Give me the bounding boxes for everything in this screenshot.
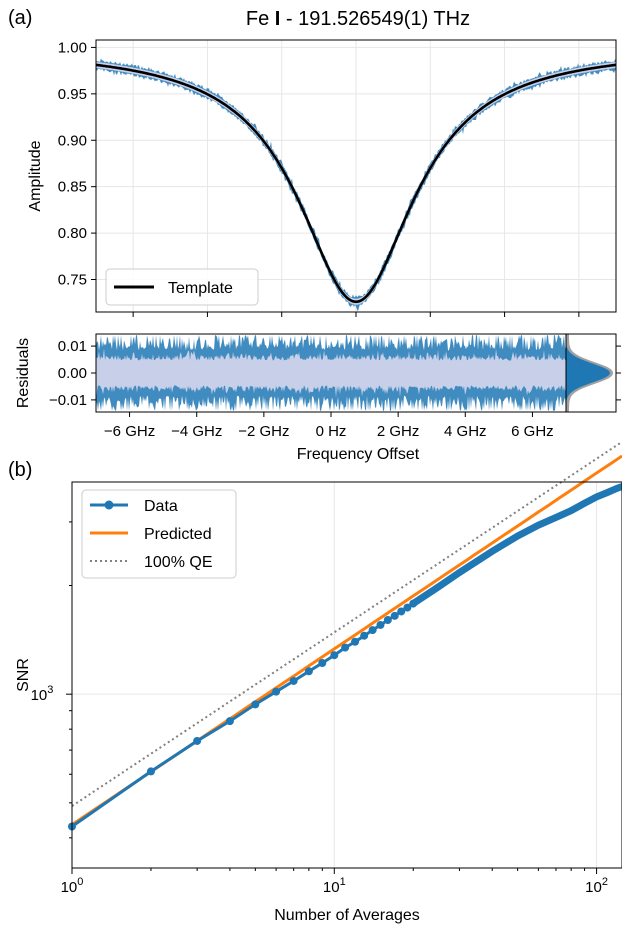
data-point-5 <box>272 687 281 696</box>
snr-ytick-label-0: 103 <box>31 684 54 704</box>
residuals-plot: 0.01 0.00 −0.01 Residuals <box>15 333 567 413</box>
title-part-3: - 191.526549(1) THz <box>280 8 470 30</box>
residuals-y-axis-label: Residuals <box>15 338 32 408</box>
residuals-histogram <box>565 333 621 413</box>
main-ytick-label-3: 0.90 <box>58 132 87 149</box>
data-point-14 <box>376 620 385 629</box>
data-point-1 <box>146 767 155 776</box>
data-point-7 <box>304 667 313 676</box>
snr-x-axis-label: Number of Averages <box>274 907 420 924</box>
title-part-2: I <box>275 8 281 30</box>
main-legend: Template <box>105 268 259 306</box>
snr-xtick-exp-1: 1 <box>340 876 346 888</box>
data-point-17 <box>397 607 406 616</box>
frequency-axis-label: Frequency Offset <box>297 446 420 463</box>
snr-plot-frame <box>71 481 622 869</box>
data-point-16 <box>390 611 399 620</box>
residuals-y-ticks: 0.01 0.00 −0.01 <box>49 338 96 409</box>
main-ytick-label-1: 0.80 <box>58 225 87 242</box>
main-legend-box <box>105 268 259 306</box>
data-point-15 <box>383 615 392 624</box>
data-point-3 <box>225 717 234 726</box>
data-point-4 <box>251 700 260 709</box>
frequency-tick-labels: −6 GHz −4 GHz −2 GHz 0 Hz 2 GHz 4 GHz 6 GHz <box>104 412 554 440</box>
residuals-ytick-label-2: −0.01 <box>49 392 87 409</box>
snr-x-ticks: 100 101 102 <box>61 868 608 896</box>
freq-tick-label-0: −6 GHz <box>104 423 155 440</box>
data-dense-tail <box>409 483 622 608</box>
snr-xtick-label-2: 102 <box>585 876 608 896</box>
legend-data-label: Data <box>144 498 178 515</box>
legend-qe-label: 100% QE <box>144 554 212 571</box>
snr-ytick-exp-0: 3 <box>47 684 53 696</box>
main-plot: 0.75 0.80 0.85 0.90 0.95 1.00 Amplitude Templ… <box>27 39 617 317</box>
snr-y-ticks: 103 <box>31 521 72 839</box>
data-point-13 <box>368 626 377 635</box>
main-y-ticks: 0.75 0.80 0.85 0.90 0.95 1.00 <box>58 39 96 289</box>
title-part-1: Fe <box>246 8 275 30</box>
main-ytick-label-5: 1.00 <box>58 39 87 56</box>
snr-xtick-base-1: 10 <box>323 879 340 896</box>
data-point-6 <box>289 676 298 685</box>
freq-tick-label-5: 4 GHz <box>444 423 487 440</box>
chart-a-title: Fe I - 191.526549(1) THz <box>246 8 470 30</box>
residuals-ytick-label-0: 0.01 <box>58 338 87 355</box>
main-y-axis-label: Amplitude <box>27 140 44 211</box>
freq-tick-label-2: −2 GHz <box>238 423 289 440</box>
histogram-ticks <box>616 345 621 401</box>
data-point-18 <box>403 603 412 612</box>
data-point-9 <box>330 651 339 660</box>
snr-legend-box <box>81 489 237 579</box>
freq-tick-label-3: 0 Hz <box>316 423 347 440</box>
legend-predicted-label: Predicted <box>144 526 212 543</box>
residuals-ytick-label-1: 0.00 <box>58 365 87 382</box>
freq-tick-label-4: 2 GHz <box>377 423 420 440</box>
histogram-outline <box>566 334 614 412</box>
snr-xtick-label-0: 100 <box>61 876 84 896</box>
main-x-ticks <box>132 312 580 317</box>
snr-y-axis-label: SNR <box>15 658 32 692</box>
snr-plot: 100 101 102 103 Number of Averages SNR Dat… <box>15 441 622 924</box>
template-line <box>95 63 617 304</box>
panel-b-label: (b) <box>8 459 32 481</box>
main-ytick-label-2: 0.85 <box>58 179 87 196</box>
legend-template-label: Template <box>168 280 233 297</box>
data-point-11 <box>351 637 360 646</box>
legend-data-marker <box>104 500 114 510</box>
snr-legend: Data Predicted 100% QE <box>81 489 237 579</box>
data-point-2 <box>193 736 202 745</box>
main-ytick-label-4: 0.95 <box>58 86 87 103</box>
data-points <box>68 483 622 831</box>
data-point-10 <box>341 643 350 652</box>
snr-xtick-base-0: 10 <box>61 879 78 896</box>
freq-tick-label-1: −4 GHz <box>171 423 222 440</box>
snr-xtick-exp-0: 0 <box>77 876 83 888</box>
residuals-inner-band <box>96 348 566 402</box>
snr-xtick-exp-2: 2 <box>602 876 608 888</box>
snr-xtick-base-2: 10 <box>585 879 602 896</box>
data-point-12 <box>360 631 369 640</box>
panel-a-label: (a) <box>8 7 32 29</box>
residuals-band <box>96 335 566 411</box>
snr-ytick-base-0: 10 <box>31 687 48 704</box>
main-plot-grid <box>96 40 616 312</box>
freq-tick-label-6: 6 GHz <box>511 423 554 440</box>
histogram-fill <box>566 334 610 412</box>
data-point-8 <box>318 658 327 667</box>
snr-xtick-label-1: 101 <box>323 876 346 896</box>
main-ytick-label-0: 0.75 <box>58 272 87 289</box>
